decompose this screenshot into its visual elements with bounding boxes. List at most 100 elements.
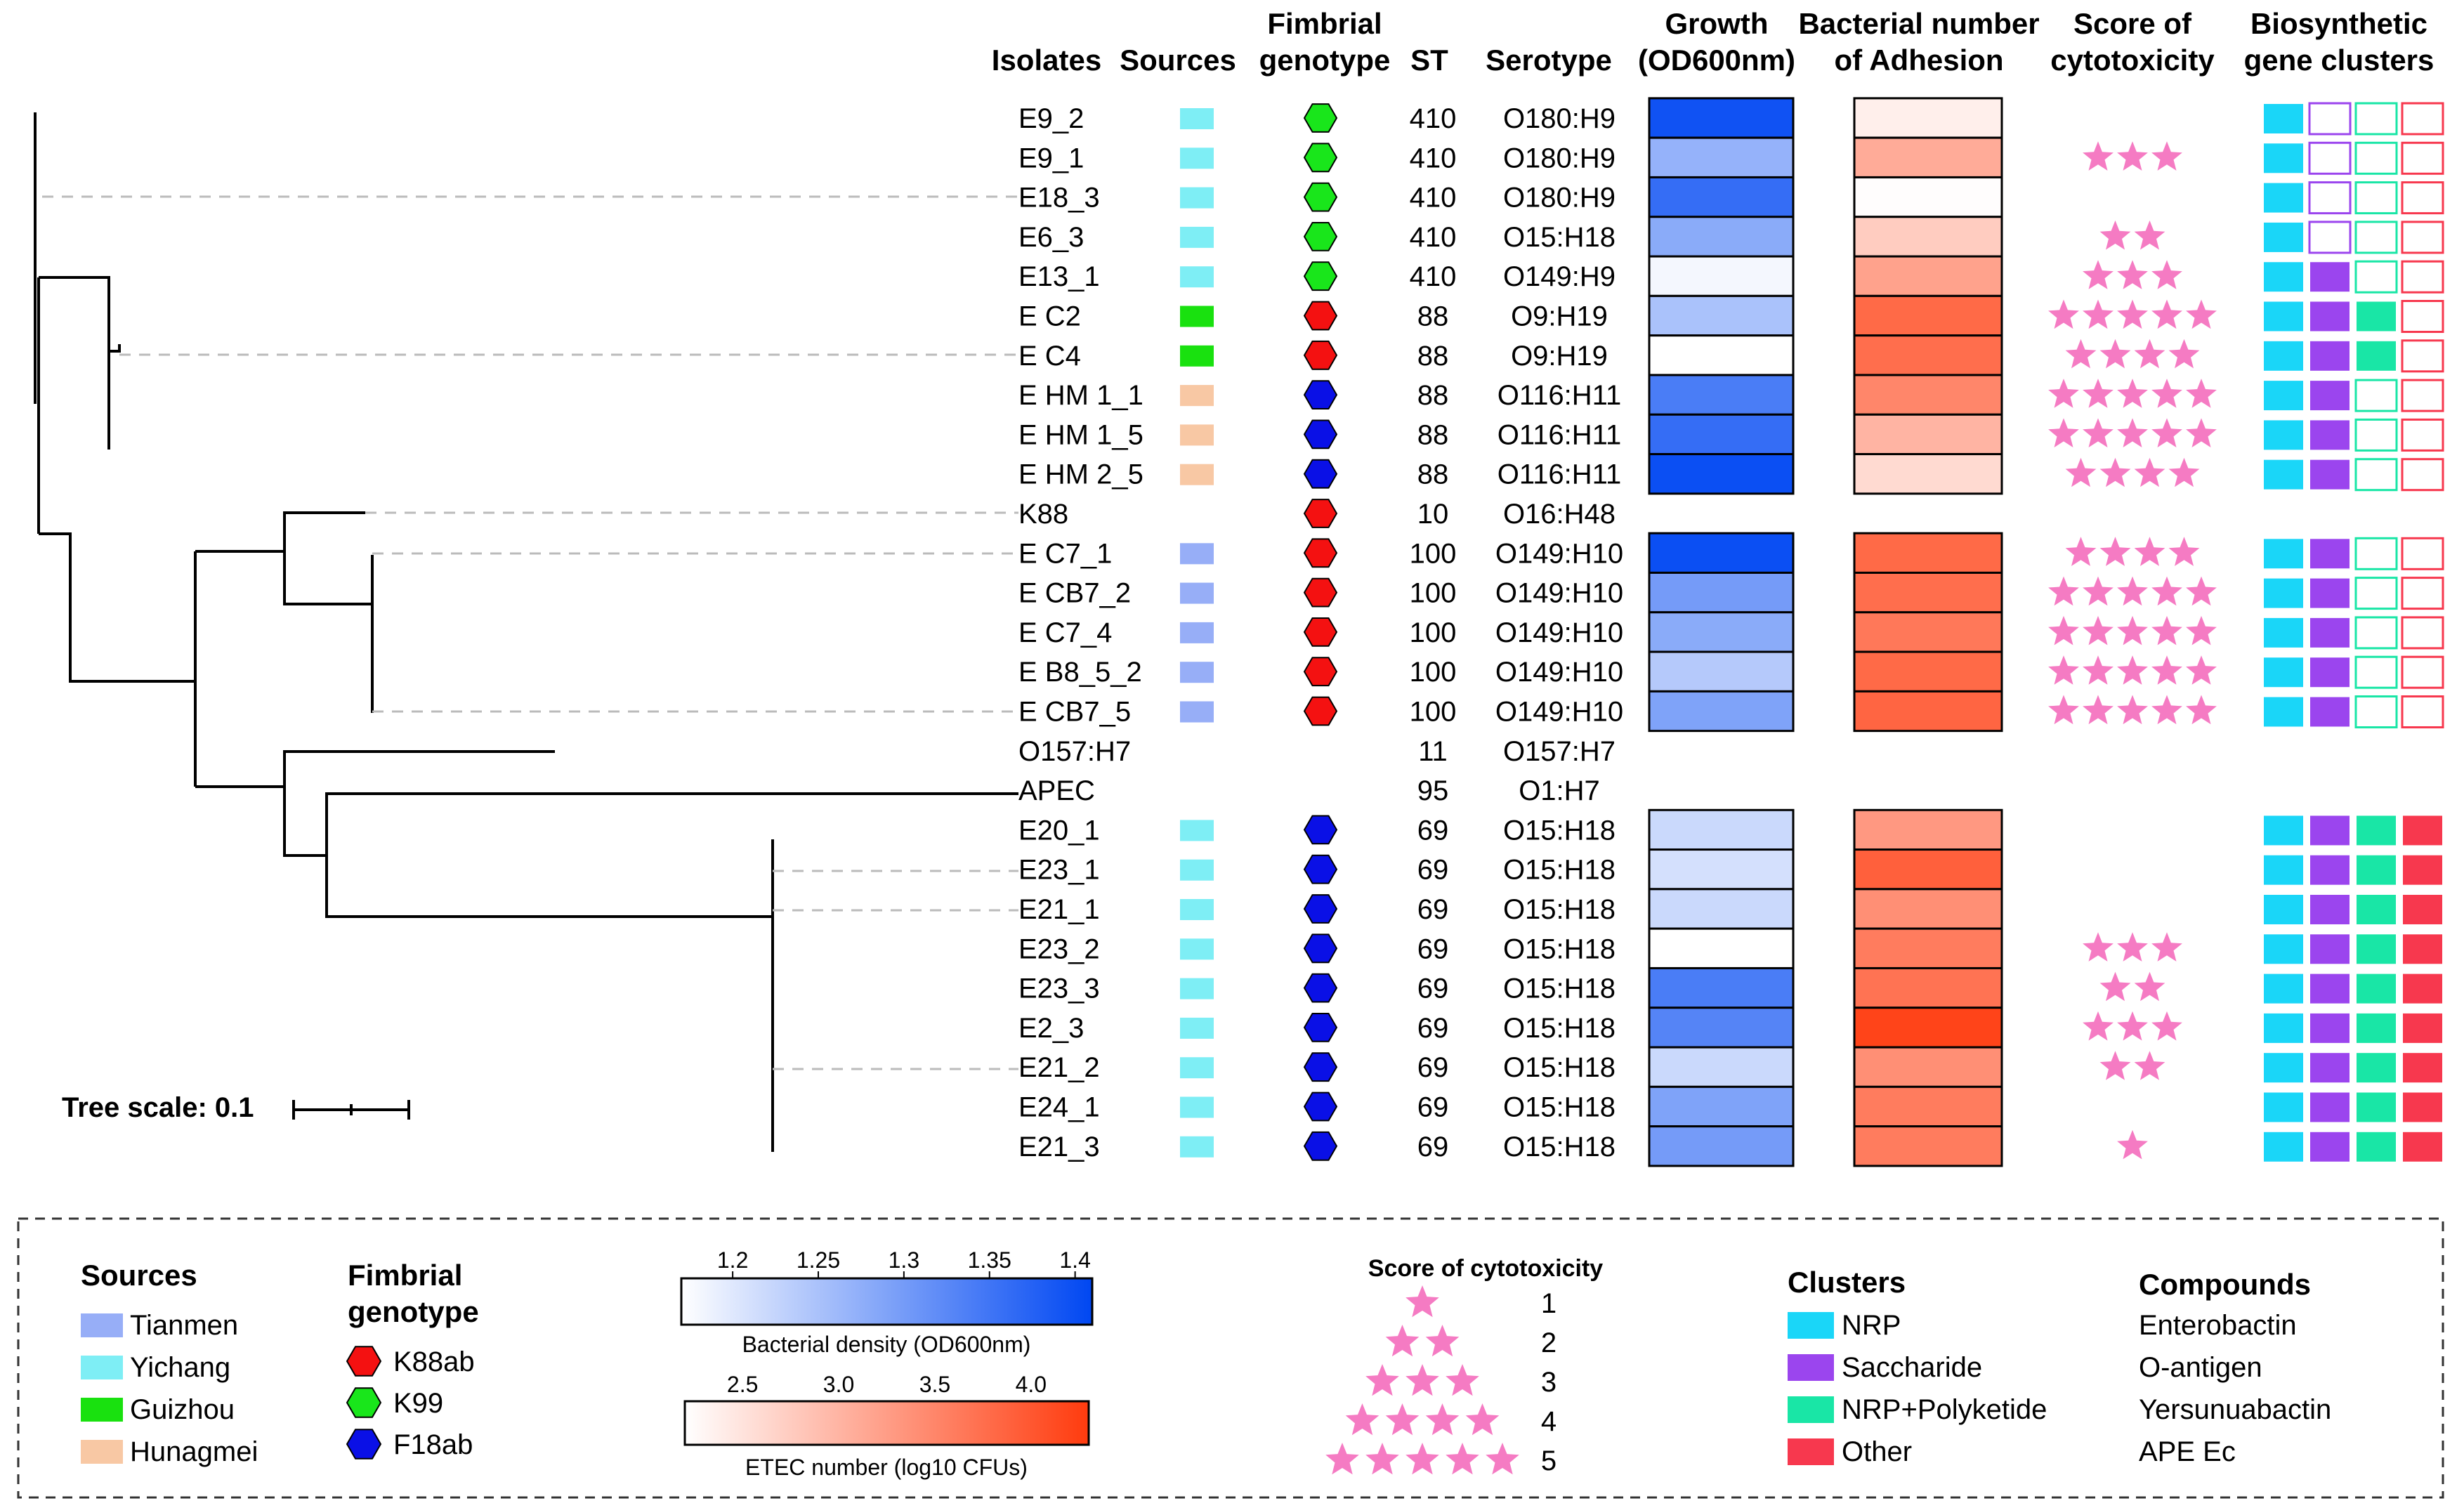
adhesion-colorbar — [683, 1400, 1090, 1446]
legend-cytotoxicity-star — [1446, 1364, 1479, 1396]
cytotoxicity-star — [2083, 615, 2114, 645]
isolate-name: O157:H7 — [1018, 736, 1131, 767]
header-adhesion-line1: Bacterial number — [1798, 7, 2039, 40]
legend-compound-label: Enterobactin — [2139, 1310, 2297, 1341]
bgc-cell — [2309, 616, 2351, 649]
legend-cytotoxicity-level: 1 — [1541, 1288, 1557, 1319]
isolate-row: E CB7_5 100 O149:H10 — [1018, 690, 2444, 733]
growth-cell — [1648, 334, 1795, 376]
source-swatch — [1180, 187, 1214, 209]
serotype-value: O180:H9 — [1503, 103, 1616, 134]
fimbrial-hexagon — [1303, 815, 1338, 845]
cytotoxicity-star — [2151, 1011, 2182, 1041]
cytotoxicity-star — [2134, 1051, 2165, 1080]
serotype-value: O149:H10 — [1495, 617, 1623, 648]
fimbrial-hexagon — [1303, 657, 1338, 687]
serotype-value: O15:H18 — [1503, 894, 1616, 925]
bgc-cell — [2355, 814, 2397, 847]
tree-branch-a — [39, 276, 121, 353]
isolate-name: APEC — [1018, 775, 1095, 806]
adhesion-colorbar-tick-label: 4.0 — [1016, 1372, 1047, 1397]
isolate-row: E9_1 410 O180:H9 — [1018, 136, 2444, 178]
legend-cluster-label: NRP+Polyketide — [1842, 1394, 2047, 1425]
legend-cluster-label: NRP — [1842, 1310, 1901, 1341]
st-value: 69 — [1417, 855, 1449, 886]
header-bgc-line2: gene clusters — [2244, 44, 2434, 77]
adhesion-cell — [1853, 136, 2003, 178]
fimbrial-hexagon — [1303, 1052, 1338, 1082]
serotype-value: O149:H10 — [1495, 657, 1623, 688]
bgc-cell — [2308, 221, 2352, 254]
isolate-row: E9_2 410 O180:H9 — [1018, 97, 2444, 139]
fimbrial-hexagon — [1303, 617, 1338, 647]
legend-cytotoxicity-star — [1365, 1364, 1399, 1396]
bgc-cell — [2401, 102, 2444, 136]
cytotoxicity-star — [2099, 339, 2131, 369]
st-value: 69 — [1417, 1013, 1449, 1044]
bgc-cell — [2355, 1130, 2397, 1163]
adhesion-cell — [1853, 532, 2003, 574]
cytotoxicity-star — [2083, 576, 2114, 606]
isolate-row: E20_1 69 O15:H18 — [1018, 808, 2444, 851]
isolate-row: E HM 2_5 88 O116:H11 — [1018, 453, 2444, 495]
serotype-value: O116:H11 — [1498, 419, 1621, 450]
cytotoxicity-star — [2099, 457, 2131, 487]
tree-st69-branch — [325, 855, 773, 918]
bgc-cell — [2355, 300, 2397, 333]
st-value: 410 — [1410, 222, 1457, 253]
bgc-cell — [2262, 1011, 2305, 1044]
growth-cell — [1648, 374, 1795, 416]
bgc-cell — [2355, 339, 2397, 372]
cytotoxicity-star — [2117, 260, 2148, 289]
legend-cytotoxicity-star — [1405, 1443, 1439, 1475]
st-value: 88 — [1417, 419, 1449, 450]
adhesion-cell — [1853, 1007, 2003, 1049]
legend-cytotoxicity-star — [1446, 1443, 1479, 1475]
serotype-value: O15:H18 — [1503, 855, 1616, 886]
bgc-cell — [2262, 142, 2305, 175]
legend-box — [17, 1217, 2444, 1499]
tree-leader-lines — [42, 195, 1018, 1070]
bgc-cell — [2262, 1091, 2305, 1124]
bgc-cell — [2309, 814, 2351, 847]
st-value: 100 — [1410, 578, 1457, 609]
cytotoxicity-star — [2117, 418, 2148, 447]
bgc-cell — [2262, 616, 2305, 649]
growth-cell — [1648, 611, 1795, 653]
cytotoxicity-star — [2186, 379, 2217, 408]
header-sources: Sources — [1120, 44, 1236, 77]
cytotoxicity-star — [2151, 655, 2182, 685]
adhesion-cell — [1853, 571, 2003, 614]
isolate-row: E HM 1_1 88 O116:H11 — [1018, 374, 2444, 416]
bgc-cell — [2354, 260, 2398, 294]
bgc-cell — [2309, 419, 2351, 452]
bgc-cell — [2262, 181, 2305, 214]
adhesion-cell — [1853, 1125, 2003, 1167]
serotype-value: O15:H18 — [1503, 1013, 1616, 1044]
bgc-cell — [2309, 656, 2351, 689]
fimbrial-hexagon — [1303, 222, 1338, 251]
adhesion-colorbar-tick-label: 2.5 — [727, 1372, 758, 1397]
header-isolates: Isolates — [992, 44, 1101, 77]
isolate-name: E2_3 — [1018, 1013, 1084, 1044]
bgc-cell — [2354, 616, 2398, 650]
isolate-name: E C2 — [1018, 301, 1081, 332]
growth-cell — [1648, 966, 1795, 1009]
legend-cytotoxicity-star — [1425, 1325, 1460, 1357]
cytotoxicity-star — [2083, 655, 2114, 685]
legend-cytotoxicity-star — [1365, 1443, 1399, 1475]
growth-cell — [1648, 97, 1795, 139]
cytotoxicity-star — [2083, 141, 2114, 171]
adhesion-cell — [1853, 294, 2003, 337]
growth-colorbar-tick-label: 1.35 — [968, 1247, 1011, 1273]
cytotoxicity-star — [2065, 457, 2097, 487]
bgc-cell — [2355, 893, 2397, 926]
legend-cytotoxicity-star — [1486, 1443, 1519, 1475]
cytotoxicity-star — [2099, 220, 2131, 250]
st-value: 410 — [1410, 183, 1457, 214]
adhesion-cell — [1853, 334, 2003, 376]
bgc-cell — [2354, 458, 2398, 492]
legend-source-swatch — [81, 1398, 123, 1422]
cytotoxicity-star — [2117, 379, 2148, 408]
